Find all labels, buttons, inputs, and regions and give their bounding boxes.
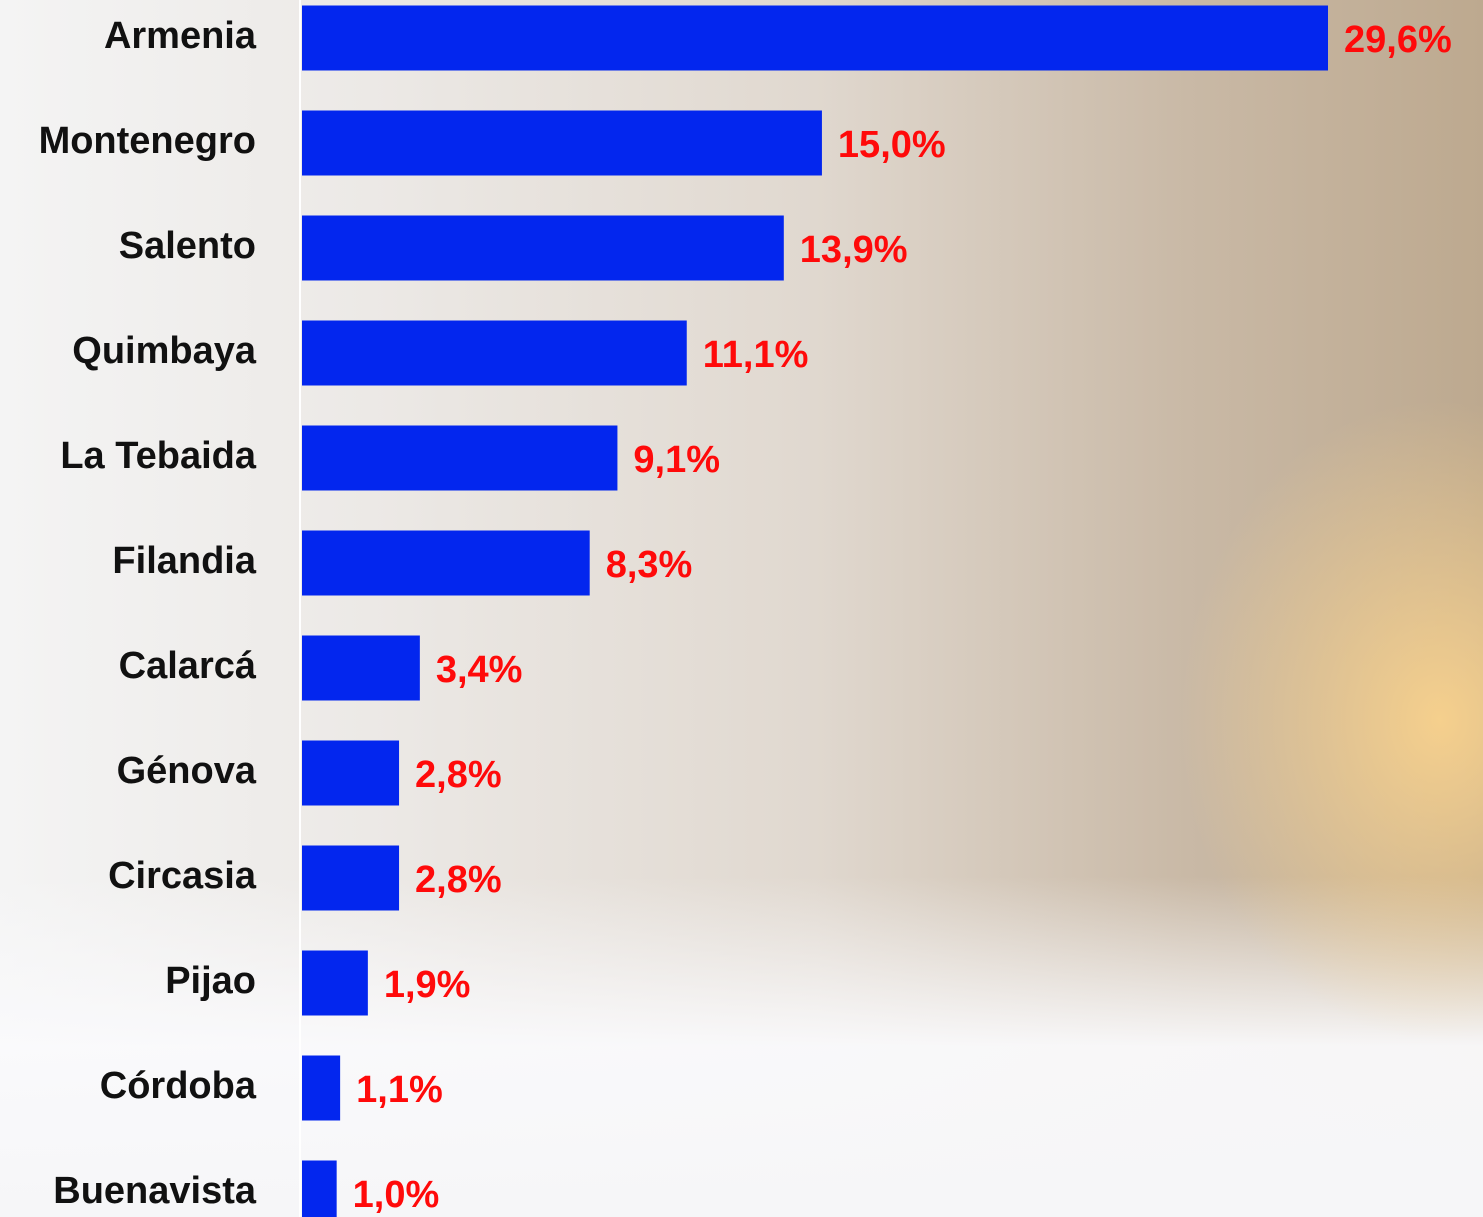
value-label: 2,8% — [415, 754, 502, 796]
value-label: 9,1% — [633, 439, 720, 481]
value-label: 15,0% — [838, 124, 946, 166]
value-label: 3,4% — [436, 649, 523, 691]
value-label: 29,6% — [1344, 19, 1452, 61]
value-label: 1,9% — [384, 964, 471, 1006]
bar — [302, 6, 1328, 71]
bar — [302, 951, 368, 1016]
category-label: Calarcá — [119, 645, 257, 687]
category-label: Génova — [117, 750, 257, 792]
bar — [302, 426, 617, 491]
category-label: Montenegro — [39, 120, 256, 162]
category-label: Quimbaya — [72, 330, 257, 372]
category-label: La Tebaida — [60, 435, 257, 477]
bar — [302, 321, 687, 386]
value-label: 1,0% — [353, 1174, 440, 1216]
chart: Armenia 29,6% Montenegro 15,0% Salento 13,9% Q… — [0, 0, 1483, 1217]
value-label: 13,9% — [800, 229, 908, 271]
category-label: Circasia — [108, 855, 257, 897]
bar — [302, 1161, 337, 1217]
bar — [302, 531, 590, 596]
category-label: Buenavista — [53, 1170, 257, 1212]
bar — [302, 846, 399, 911]
value-label: 11,1% — [703, 334, 809, 376]
category-label: Salento — [119, 225, 256, 267]
bar — [302, 1056, 340, 1121]
bar — [302, 636, 420, 701]
category-label: Filandia — [112, 540, 256, 582]
value-label: 8,3% — [606, 544, 693, 586]
bar — [302, 216, 784, 281]
page: Armenia 29,6% Montenegro 15,0% Salento 13,9% Q… — [0, 0, 1483, 1217]
category-label: Córdoba — [100, 1065, 257, 1107]
bar — [302, 741, 399, 806]
category-label: Pijao — [165, 960, 256, 1002]
value-label: 1,1% — [356, 1069, 443, 1111]
bar — [302, 111, 822, 176]
category-label: Armenia — [104, 15, 257, 57]
value-label: 2,8% — [415, 859, 502, 901]
